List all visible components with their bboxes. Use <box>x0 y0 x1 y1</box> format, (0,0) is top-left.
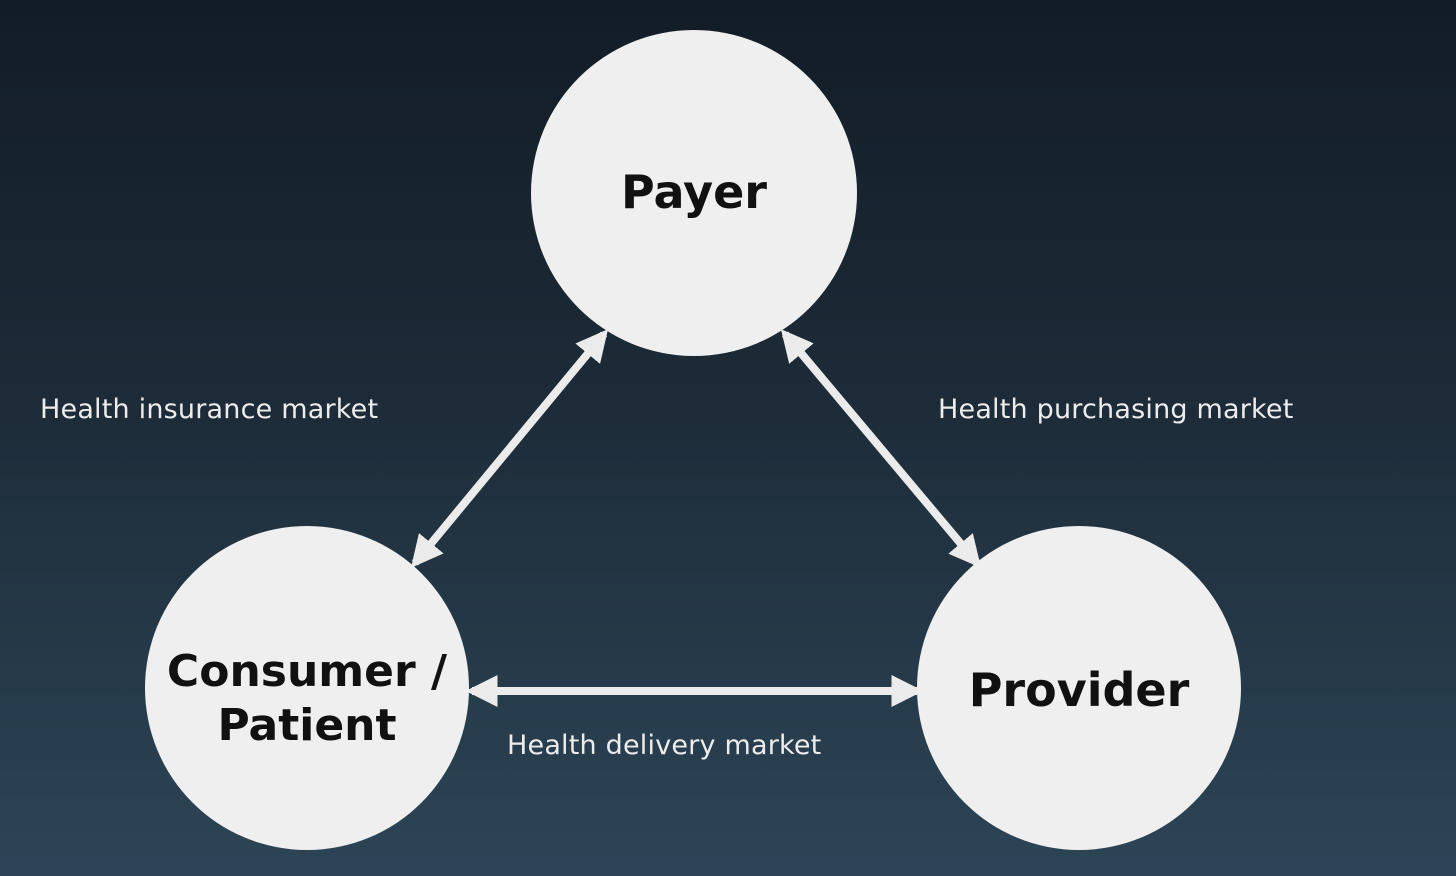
health-purchasing-market-label: Health purchasing market <box>938 394 1294 425</box>
consumer-patient-node: Consumer / Patient <box>145 526 469 850</box>
provider-label: Provider <box>969 663 1190 717</box>
consumer-label-line2: Patient <box>217 700 396 751</box>
health-delivery-market-label: Health delivery market <box>507 730 822 761</box>
health-insurance-market-label: Health insurance market <box>40 394 379 425</box>
payer-node: Payer <box>531 30 857 356</box>
payer-label: Payer <box>621 165 767 219</box>
consumer-label-line1: Consumer / <box>167 646 448 697</box>
arrow-payer-consumer <box>410 329 609 568</box>
arrow-payer-provider <box>780 329 982 568</box>
provider-node: Provider <box>917 526 1241 850</box>
